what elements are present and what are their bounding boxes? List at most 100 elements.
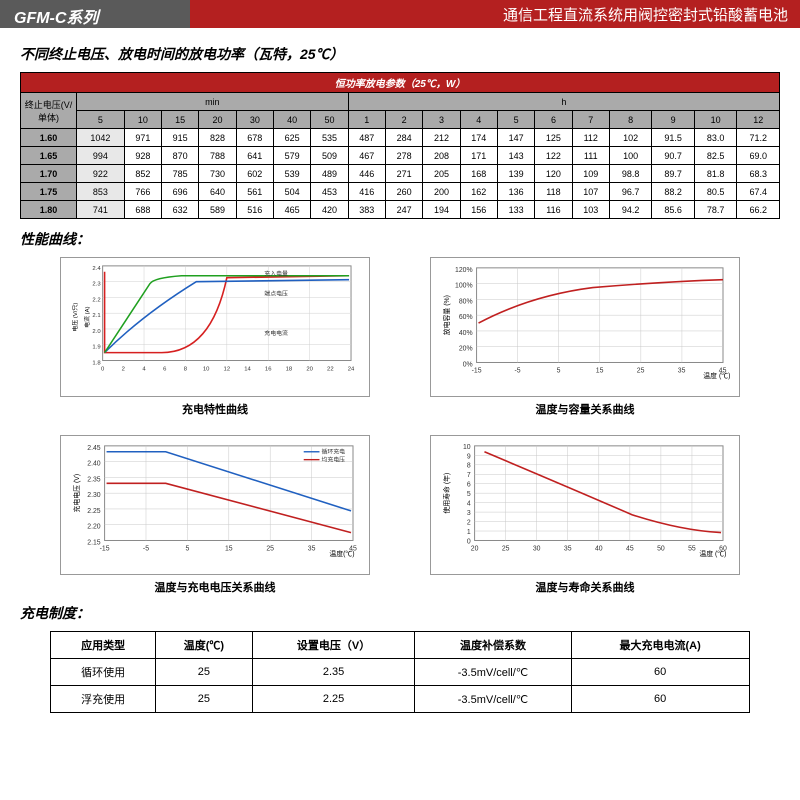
svg-text:2.40: 2.40: [87, 461, 101, 468]
charging-title: 充电制度：: [20, 603, 780, 623]
chart-temp-life: 109876543210 202530354045505560 使用寿命 (年)…: [430, 435, 740, 595]
chart3-caption: 温度与充电电压关系曲线: [60, 579, 370, 595]
col-header: 9: [652, 111, 695, 129]
svg-text:9: 9: [467, 453, 471, 460]
col-header: 1: [348, 111, 385, 129]
svg-text:2.3: 2.3: [92, 282, 101, 288]
svg-text:1.9: 1.9: [92, 345, 100, 351]
chart-temp-capacity: 120%100%80%60%40%20%0% -15-5515253545 放电…: [430, 257, 740, 417]
svg-text:40%: 40%: [459, 330, 473, 337]
svg-text:2.20: 2.20: [87, 524, 101, 531]
svg-text:2.25: 2.25: [87, 508, 101, 515]
svg-text:40: 40: [595, 545, 603, 552]
svg-text:-5: -5: [143, 545, 149, 552]
page-header: GFM-C系列 通信工程直流系统用阀控密封式铅酸蓄电池: [0, 0, 800, 28]
volt-header: 终止电压(V/单体): [21, 93, 77, 129]
svg-text:充电电流: 充电电流: [264, 329, 288, 337]
charging-table: 应用类型温度(℃)设置电压（V）温度补偿系数最大充电电流(A) 循环使用252.…: [50, 631, 749, 713]
col-header: 40: [273, 111, 310, 129]
svg-text:放电容量 (%): 放电容量 (%): [442, 295, 451, 335]
col-header: 6: [535, 111, 572, 129]
svg-text:12: 12: [224, 366, 231, 372]
col-header: 20: [199, 111, 236, 129]
svg-text:电压 (V/只): 电压 (V/只): [71, 303, 79, 332]
charts-grid: 充入电量 端点电压 充电电流 2.42.32.22.12.01.91.8 024…: [60, 257, 740, 595]
svg-text:使用寿命 (年): 使用寿命 (年): [442, 473, 451, 514]
svg-text:2.45: 2.45: [87, 445, 101, 452]
curves-title: 性能曲线：: [20, 229, 780, 249]
chart-charging-characteristics: 充入电量 端点电压 充电电流 2.42.32.22.12.01.91.8 024…: [60, 257, 370, 417]
svg-text:充入电量: 充入电量: [264, 270, 288, 278]
col-header: 10: [124, 111, 161, 129]
svg-text:35: 35: [678, 367, 686, 374]
svg-text:80%: 80%: [459, 298, 473, 305]
svg-text:2.30: 2.30: [87, 492, 101, 499]
min-group: min: [77, 93, 349, 111]
svg-text:35: 35: [564, 545, 572, 552]
table-banner: 恒功率放电参数（25℃，W）: [21, 73, 780, 93]
charge-header: 设置电压（V）: [252, 632, 414, 659]
discharge-title: 不同终止电压、放电时间的放电功率（瓦特，25℃）: [20, 44, 780, 64]
svg-text:1: 1: [467, 529, 471, 536]
col-header: 8: [609, 111, 652, 129]
svg-text:7: 7: [467, 472, 471, 479]
svg-text:8: 8: [467, 463, 471, 470]
svg-text:6: 6: [467, 482, 471, 489]
svg-text:18: 18: [286, 366, 293, 372]
svg-text:25: 25: [502, 545, 510, 552]
chart-temp-voltage: 循环充电 均充电压 2.452.402.352.302.252.202.15 -…: [60, 435, 370, 595]
svg-text:2.4: 2.4: [92, 266, 101, 272]
svg-text:温度(℃): 温度(℃): [329, 549, 354, 558]
svg-text:5: 5: [467, 491, 471, 498]
svg-text:循环充电: 循环充电: [321, 448, 345, 456]
svg-text:2.0: 2.0: [92, 329, 101, 335]
table-row: 1.80741688632589516465420383247194156133…: [21, 201, 780, 219]
svg-text:端点电压: 端点电压: [264, 289, 288, 297]
svg-text:60%: 60%: [459, 314, 473, 321]
col-header: 7: [572, 111, 609, 129]
svg-text:25: 25: [637, 367, 645, 374]
svg-text:温度 (℃): 温度 (℃): [703, 371, 730, 380]
svg-text:50: 50: [657, 545, 665, 552]
svg-text:电流 (A): 电流 (A): [83, 306, 91, 327]
col-header: 3: [423, 111, 460, 129]
table-row: 1.60104297191582867862553548728421217414…: [21, 129, 780, 147]
h-group: h: [348, 93, 779, 111]
col-header: 15: [162, 111, 199, 129]
svg-text:25: 25: [266, 545, 274, 552]
svg-text:22: 22: [327, 366, 334, 372]
svg-text:均充电压: 均充电压: [321, 456, 345, 464]
chart4-caption: 温度与寿命关系曲线: [430, 579, 740, 595]
table-row: 循环使用252.35-3.5mV/cell/℃60: [51, 659, 749, 686]
col-header: 5: [77, 111, 125, 129]
charge-header: 应用类型: [51, 632, 155, 659]
svg-text:5: 5: [185, 545, 189, 552]
chart2-caption: 温度与容量关系曲线: [430, 401, 740, 417]
col-header: 12: [737, 111, 780, 129]
svg-text:2: 2: [122, 366, 125, 372]
svg-text:3: 3: [467, 510, 471, 517]
svg-text:20: 20: [471, 545, 479, 552]
svg-text:0: 0: [101, 366, 105, 372]
svg-text:55: 55: [688, 545, 696, 552]
svg-text:-15: -15: [100, 545, 110, 552]
svg-text:2.35: 2.35: [87, 476, 101, 483]
svg-text:-5: -5: [515, 367, 521, 374]
svg-text:4: 4: [142, 366, 146, 372]
svg-text:5: 5: [557, 367, 561, 374]
table-row: 1.65994928870788641579509467278208171143…: [21, 147, 780, 165]
svg-text:45: 45: [626, 545, 634, 552]
svg-text:100%: 100%: [455, 283, 473, 290]
svg-text:24: 24: [348, 366, 355, 372]
series-name: GFM-C系列: [0, 0, 190, 28]
col-header: 5: [497, 111, 534, 129]
svg-text:120%: 120%: [455, 267, 473, 274]
svg-text:30: 30: [533, 545, 541, 552]
svg-text:10: 10: [463, 444, 471, 451]
col-header: 2: [385, 111, 422, 129]
svg-text:35: 35: [308, 545, 316, 552]
svg-text:2.1: 2.1: [92, 313, 100, 319]
svg-text:2: 2: [467, 520, 471, 527]
col-header: 50: [311, 111, 348, 129]
svg-text:16: 16: [265, 366, 272, 372]
